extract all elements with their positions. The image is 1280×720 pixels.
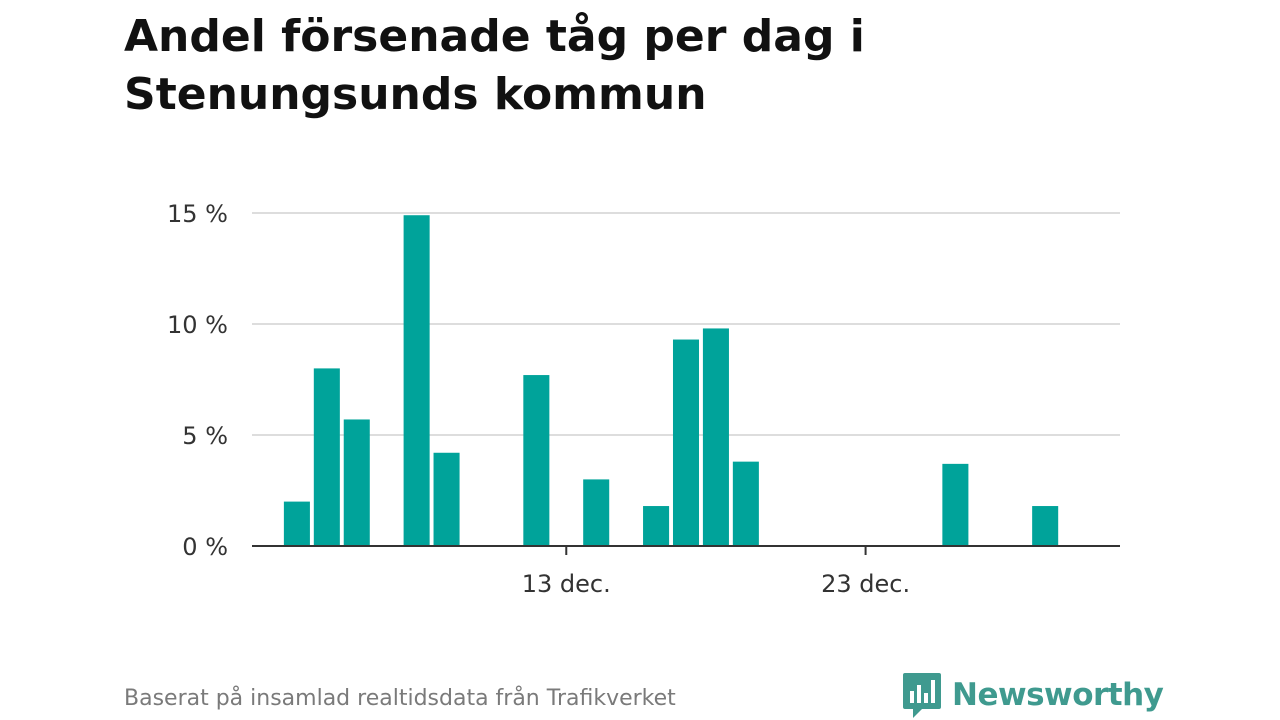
newsworthy-logo: Newsworthy [902,670,1164,720]
bar [343,419,370,546]
bar-chart: 0 % 5 % 10 % 15 % 13 dec. 23 dec. [167,200,1120,598]
y-tick-label: 10 % [167,311,228,339]
x-axis-ticks: 13 dec. 23 dec. [522,546,910,598]
bar [523,375,550,546]
bar [1032,506,1059,546]
bar [942,463,969,546]
y-tick-label: 15 % [167,200,228,228]
brand-name: Newsworthy [952,677,1164,713]
bar [732,461,759,546]
x-tick-label: 13 dec. [522,570,611,598]
bar [643,506,670,546]
y-tick-label: 5 % [182,422,228,450]
x-tick-label: 23 dec. [821,570,910,598]
bar [313,368,340,546]
chart-title: Andel försenade tåg per dag i Stenungsun… [124,11,865,120]
bars [283,215,1059,546]
bar [702,328,729,546]
bar [672,339,700,546]
bar [403,215,430,546]
bar [433,452,460,546]
y-axis-labels: 0 % 5 % 10 % 15 % [167,200,228,561]
bar [583,479,610,546]
source-note: Baserat på insamlad realtidsdata från Tr… [124,686,676,711]
y-tick-label: 0 % [182,533,228,561]
bar-chart-speech-bubble-icon [903,673,941,718]
bar [283,501,310,546]
